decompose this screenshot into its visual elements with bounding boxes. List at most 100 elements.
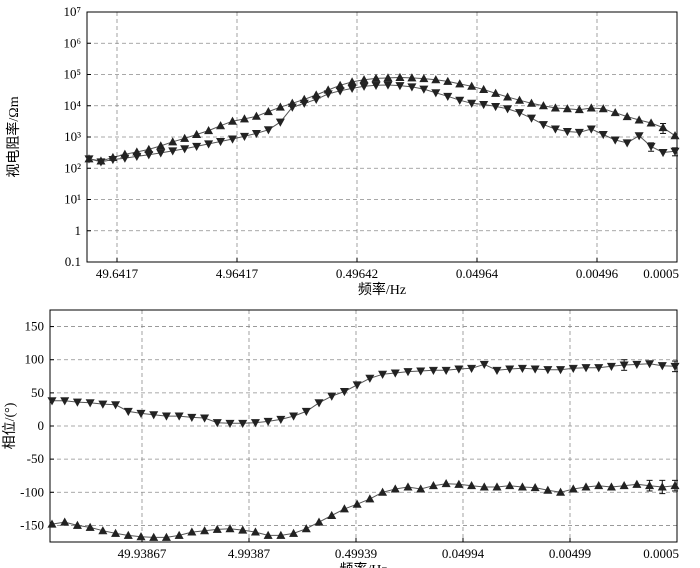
data-point <box>180 133 190 142</box>
y-axis-label: 相位/(°) <box>2 402 18 449</box>
data-point <box>517 364 527 373</box>
data-point <box>670 131 680 140</box>
y-tick-label: 50 <box>31 385 44 400</box>
data-point <box>339 504 349 513</box>
data-point <box>670 147 680 156</box>
data-point <box>47 519 57 528</box>
data-point <box>327 510 337 519</box>
plot-frame <box>49 309 678 543</box>
data-point <box>610 108 620 117</box>
data-point <box>289 528 299 537</box>
data-point <box>390 369 400 378</box>
data-point <box>431 75 441 84</box>
data-point <box>443 76 453 85</box>
y-tick-label: 0.1 <box>65 254 81 269</box>
data-point <box>192 142 202 152</box>
data-point <box>149 532 159 541</box>
data-point <box>161 412 171 421</box>
y-tick-label: 10⁷ <box>63 4 81 19</box>
data-point <box>212 524 222 533</box>
data-point <box>543 366 553 375</box>
data-point <box>550 125 560 134</box>
data-point <box>314 517 324 526</box>
data-point <box>492 366 502 375</box>
data-point <box>441 479 451 488</box>
data-point <box>517 482 527 491</box>
data-point <box>428 366 438 375</box>
series-line <box>52 363 676 424</box>
data-point <box>431 89 441 98</box>
data-point <box>352 381 362 390</box>
y-tick-label: 10⁴ <box>63 98 81 113</box>
data-point <box>416 367 426 376</box>
x-tick-label: 0.04964 <box>456 266 499 281</box>
data-point <box>136 532 146 541</box>
data-point <box>622 139 632 148</box>
data-point <box>526 114 536 123</box>
data-point <box>238 525 248 534</box>
data-point <box>598 131 608 140</box>
x-tick-label: 0.00499 <box>549 546 591 561</box>
data-point <box>212 419 222 428</box>
data-point <box>574 105 584 114</box>
data-point <box>455 79 465 88</box>
data-point <box>505 481 515 490</box>
data-point <box>275 118 285 127</box>
data-point <box>371 73 381 82</box>
data-point <box>530 483 540 492</box>
y-tick-label: -100 <box>20 484 44 499</box>
y-tick-label: 0 <box>38 418 45 433</box>
x-tick-label: 4.99387 <box>228 546 271 561</box>
data-point <box>670 481 680 490</box>
series-line <box>88 76 676 162</box>
data-point <box>467 81 477 90</box>
x-tick-label: 49.93867 <box>118 546 167 561</box>
data-point <box>657 482 667 491</box>
y-tick-label: 10⁶ <box>63 35 81 50</box>
data-point <box>98 526 108 535</box>
y-tick-label: 10³ <box>64 129 81 144</box>
data-point <box>619 481 629 490</box>
data-point <box>108 156 118 165</box>
data-point <box>598 104 608 113</box>
data-point <box>276 530 286 539</box>
data-point <box>275 102 285 111</box>
data-point <box>646 118 656 127</box>
data-point <box>378 370 388 379</box>
data-point <box>467 481 477 490</box>
data-point <box>216 137 226 147</box>
data-point <box>658 122 668 132</box>
data-point <box>503 92 513 101</box>
x-tick-label: 49.6417 <box>96 266 139 281</box>
data-point <box>634 115 644 124</box>
data-point <box>327 392 337 401</box>
data-point <box>144 151 154 160</box>
data-point <box>263 530 273 539</box>
y-tick-label: 100 <box>25 352 45 367</box>
data-point <box>156 141 166 150</box>
resistivity-chart: 0.1 1 10¹ 10² 10³ 10⁴ 10⁵ 10⁶ 10⁷ 49.6417 4.96417 0… <box>5 4 680 298</box>
data-point <box>594 364 604 373</box>
data-point <box>60 517 70 526</box>
data-point <box>323 90 333 99</box>
data-point <box>581 482 591 491</box>
data-point <box>505 365 515 374</box>
data-point <box>238 419 248 428</box>
data-point <box>287 103 297 112</box>
data-point <box>632 479 642 488</box>
y-tick-label: 10² <box>64 160 81 175</box>
data-point <box>428 481 438 490</box>
data-point <box>60 397 70 406</box>
data-point <box>550 103 560 112</box>
data-point <box>419 85 429 94</box>
x-tick-label: 0.49642 <box>336 266 378 281</box>
data-point <box>187 527 197 536</box>
data-point <box>479 360 489 369</box>
data-point <box>72 398 82 407</box>
data-point <box>467 99 477 108</box>
data-point <box>479 84 489 94</box>
data-point <box>339 388 349 397</box>
data-point <box>632 360 642 369</box>
data-point <box>192 129 202 139</box>
